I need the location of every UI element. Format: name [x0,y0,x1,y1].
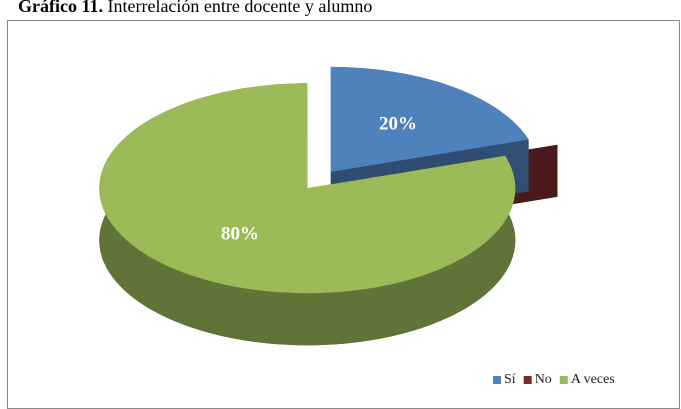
legend-swatch [523,376,532,384]
legend-swatch [559,376,568,384]
legend-label: No [535,372,552,387]
legend-swatch [493,376,501,384]
pie-slice-top [330,66,529,172]
figure-label: Gráfico 11. [18,0,103,16]
pie-slice-top [99,83,516,294]
legend-label: Sí [504,372,516,387]
data-label: 80% [221,223,259,244]
title-text: Interrelación entre docente y alumno [107,0,372,16]
chart-title: Gráfico 11. Interrelación entre docente … [18,0,372,16]
data-label: 20% [379,114,417,135]
legend-label: A veces [571,372,615,387]
data-label: 0% [571,144,600,165]
pie-slice [99,83,516,346]
